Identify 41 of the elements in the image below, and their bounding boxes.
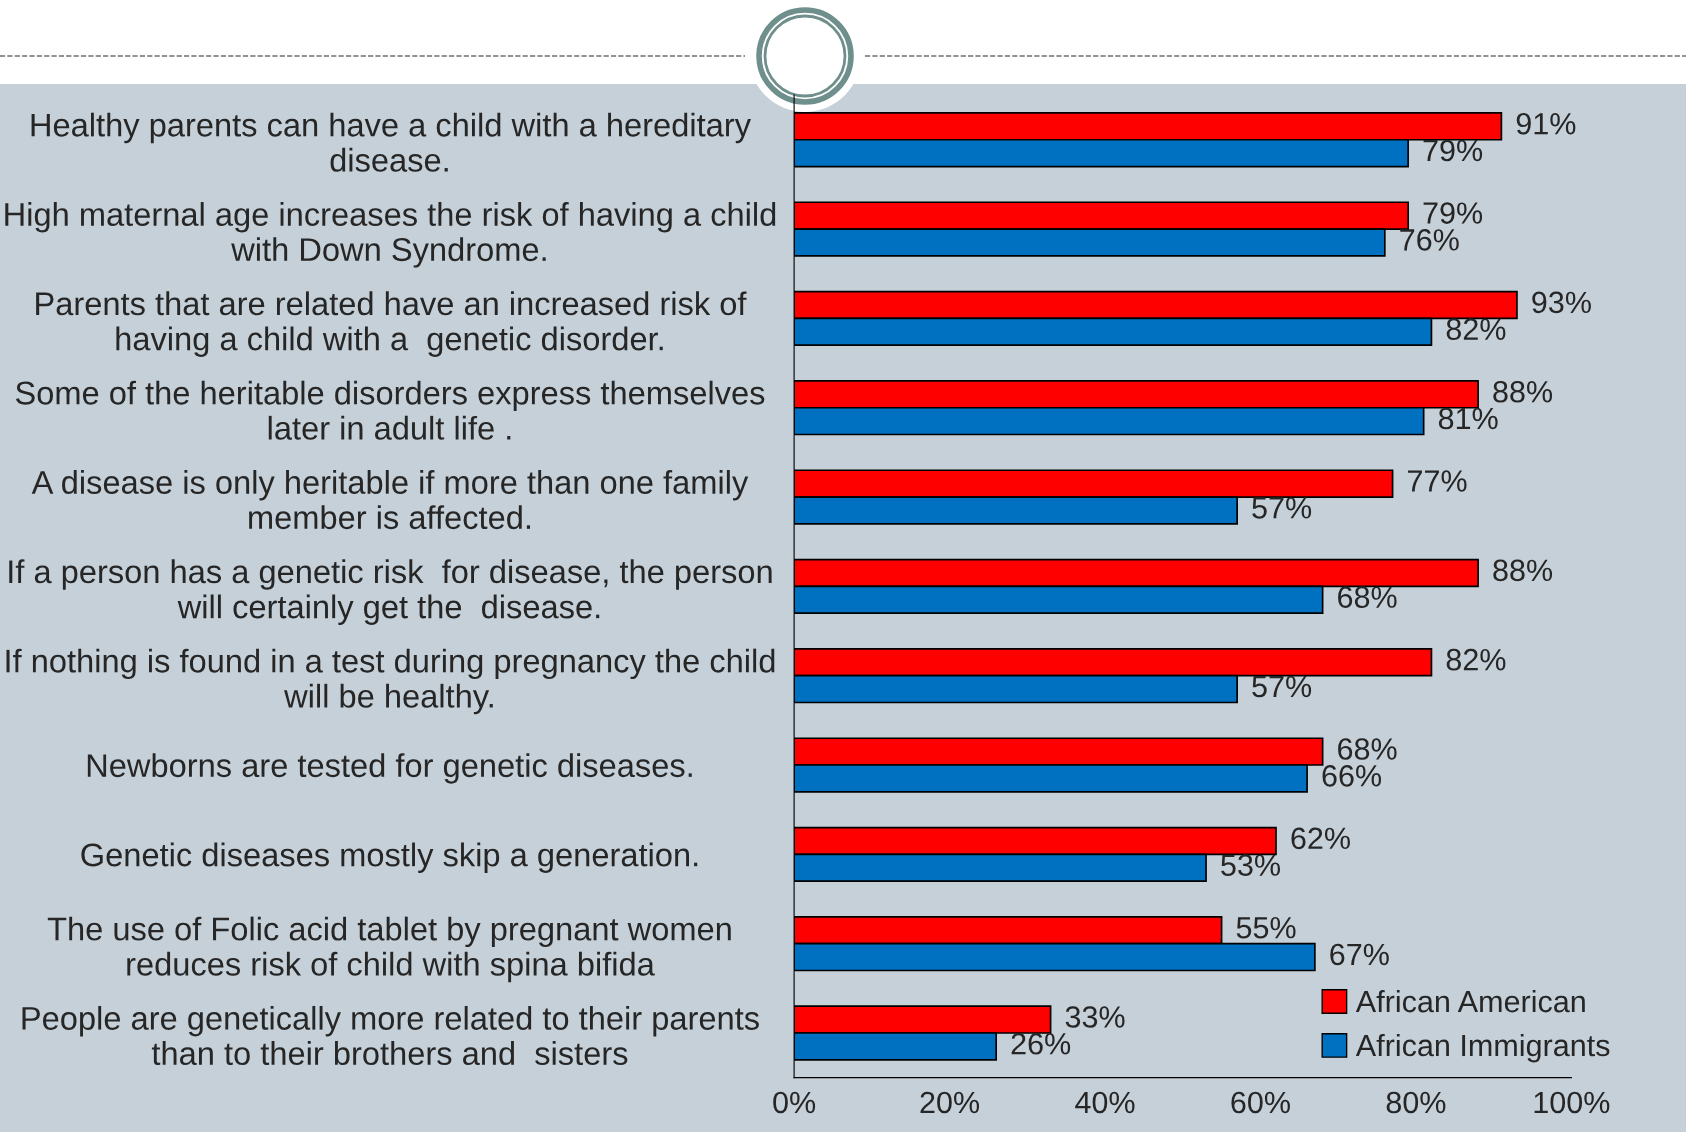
data-label: 55%: [1236, 916, 1296, 939]
legend-label: African Immigrants: [1355, 1033, 1610, 1063]
y-tick-label: High maternal age increases the risk of having a child with Down Syndrome.: [5, 202, 776, 268]
data-label: 88%: [1493, 559, 1553, 582]
y-tick-label: The use of Folic acid tablet by pregnant women reduces risk of child with spina bifida: [47, 916, 731, 983]
data-label: 68%: [1338, 586, 1397, 608]
data-label: 66%: [1322, 764, 1382, 787]
x-tick-label: 20%: [920, 1091, 980, 1114]
data-label: 33%: [1065, 1006, 1125, 1028]
data-label: 81%: [1438, 407, 1498, 430]
y-tick-label: Newborns are tested for genetic diseases.: [87, 753, 692, 784]
data-label: 62%: [1291, 827, 1350, 850]
x-tick-label: 80%: [1386, 1091, 1446, 1114]
y-tick-label: Healthy parents can have a child with a hereditary disease.: [31, 112, 751, 172]
x-tick-label: 40%: [1075, 1091, 1135, 1114]
data-label: 82%: [1446, 648, 1506, 671]
data-label: 77%: [1408, 470, 1467, 492]
x-tick-label: 100%: [1534, 1091, 1610, 1114]
data-label: 88%: [1493, 380, 1553, 403]
data-label: 91%: [1516, 112, 1576, 135]
data-label: 53%: [1221, 854, 1280, 876]
data-label: 93%: [1532, 291, 1591, 314]
y-tick-label: Genetic diseases mostly skip a generation.: [81, 842, 698, 873]
y-tick-label: A disease is only heritable if more than one family member is affected.: [31, 470, 749, 530]
y-tick-label: Some of the heritable disorders express themselves later in adult life .: [15, 380, 765, 440]
data-label: 57%: [1252, 497, 1312, 519]
y-tick-label: If nothing is found in a test during pregnancy the child will be healthy.: [6, 648, 775, 715]
legend-label: African American: [1355, 989, 1585, 1013]
x-tick-label: 0%: [773, 1091, 816, 1114]
y-tick-label: People are genetically more related to their parents than to their brothers and sisters: [22, 1005, 759, 1066]
data-label: 26%: [1011, 1032, 1071, 1055]
data-label: 79%: [1423, 139, 1483, 162]
y-tick-label: Parents that are related have an increased risk of having a child with a genetic disorder.: [36, 291, 747, 357]
data-label: 82%: [1446, 318, 1506, 340]
data-label: 79%: [1423, 202, 1483, 224]
data-label: 76%: [1400, 229, 1459, 251]
y-tick-label: If a person has a genetic risk for disease, the person will certainly get the disease.: [9, 559, 772, 625]
data-label: 57%: [1252, 675, 1312, 698]
x-tick-label: 60%: [1231, 1091, 1290, 1114]
data-label: 67%: [1330, 943, 1389, 966]
data-label: 68%: [1338, 738, 1397, 760]
